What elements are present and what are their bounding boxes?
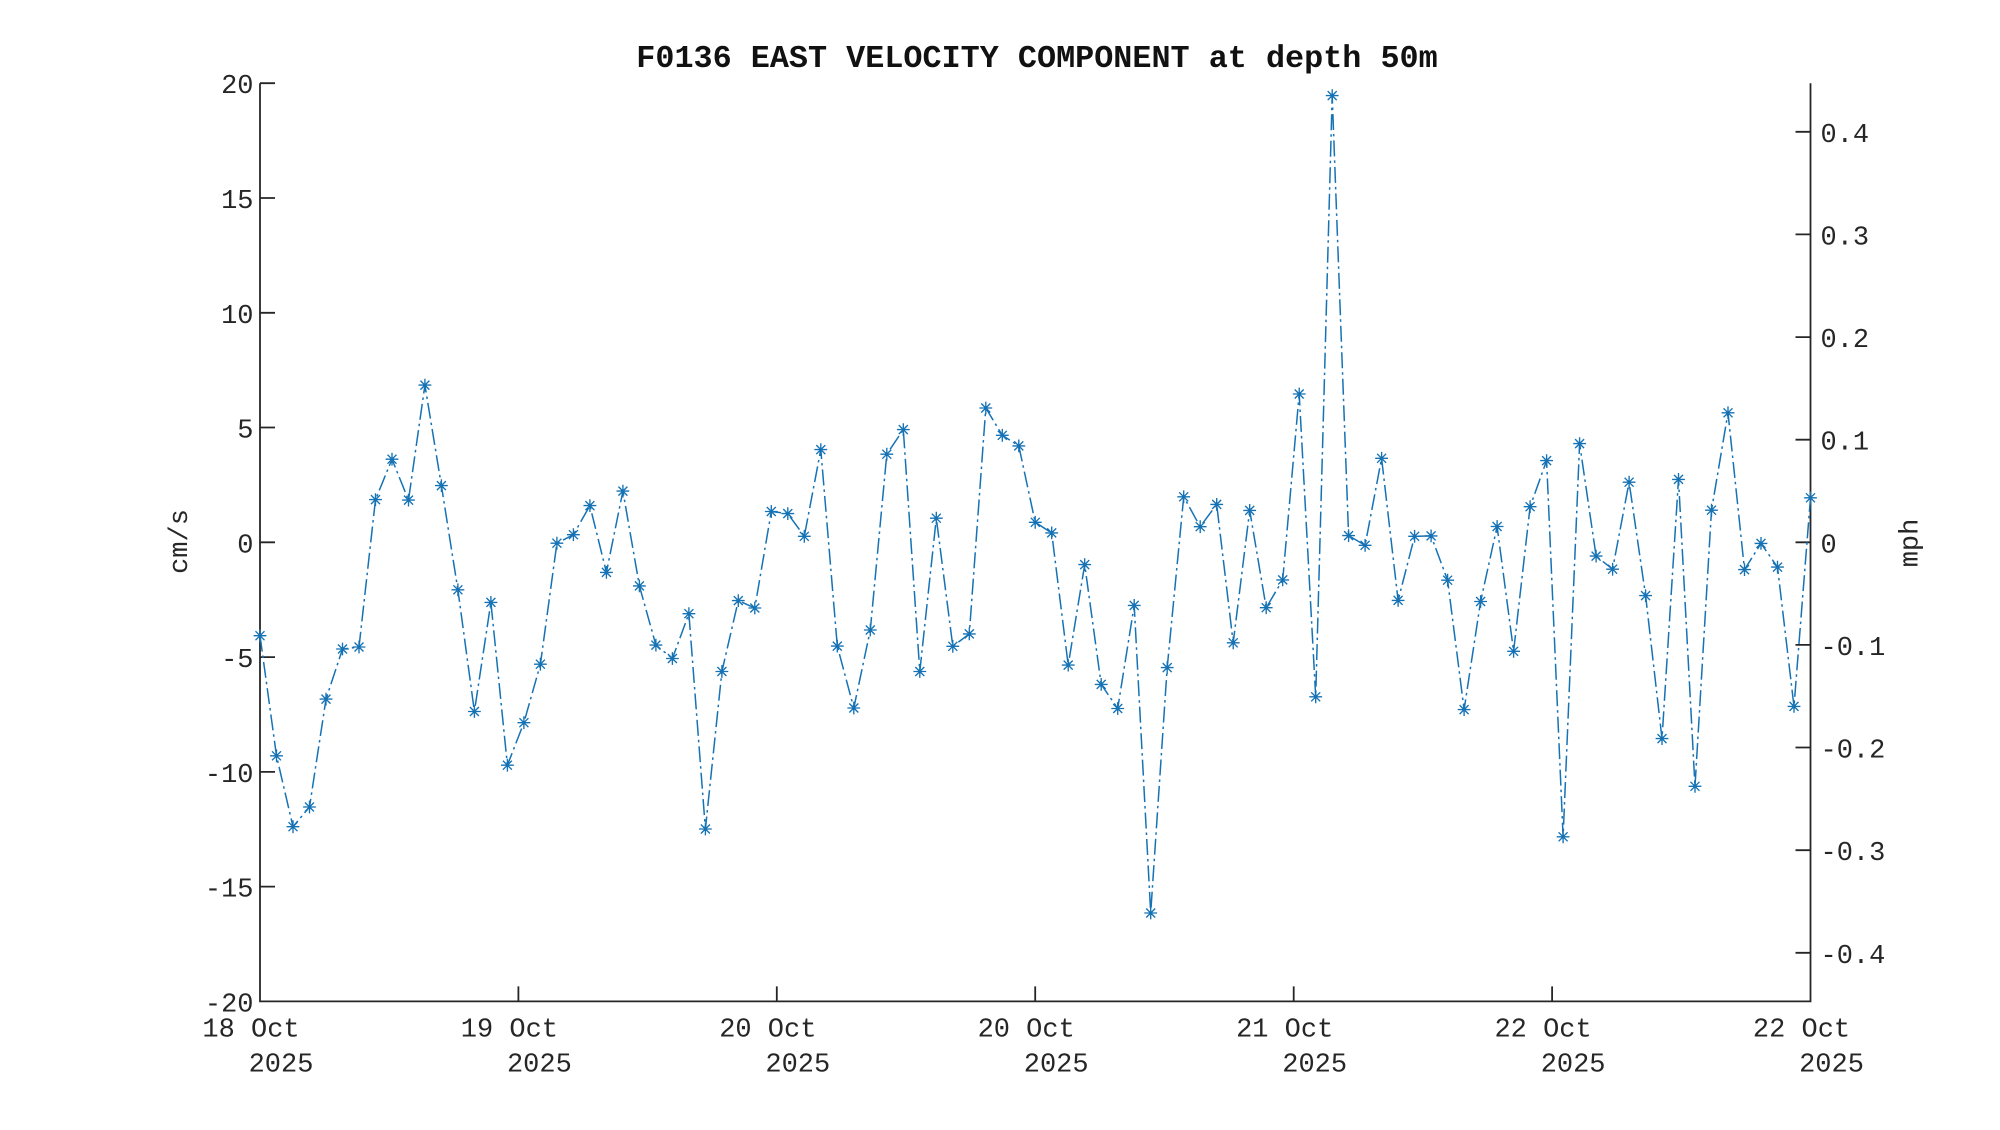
svg-text:0.3: 0.3 [1821,223,1870,253]
svg-text:10: 10 [221,302,253,332]
svg-text:20: 20 [221,72,253,102]
svg-text:-5: -5 [221,646,253,676]
svg-text:21 Oct: 21 Oct [1236,1016,1333,1046]
svg-text:2025: 2025 [249,1051,314,1081]
svg-text:-0.4: -0.4 [1821,942,1886,972]
svg-text:2025: 2025 [765,1051,830,1081]
svg-text:2025: 2025 [1024,1051,1089,1081]
svg-text:2025: 2025 [1282,1051,1347,1081]
svg-text:20 Oct: 20 Oct [719,1016,816,1046]
svg-text:0: 0 [237,531,253,561]
svg-text:cm/s: cm/s [166,509,196,574]
svg-text:0: 0 [1821,531,1837,561]
svg-text:-0.1: -0.1 [1821,634,1886,664]
svg-text:0.1: 0.1 [1821,429,1870,459]
svg-text:5: 5 [237,417,253,447]
svg-text:-10: -10 [205,761,254,791]
svg-text:0.4: 0.4 [1821,121,1870,151]
svg-text:2025: 2025 [507,1051,572,1081]
svg-text:2025: 2025 [1541,1051,1606,1081]
svg-text:-15: -15 [205,876,254,906]
svg-text:-0.3: -0.3 [1821,839,1886,869]
svg-text:0.2: 0.2 [1821,326,1870,356]
svg-text:20 Oct: 20 Oct [978,1016,1075,1046]
svg-text:22 Oct: 22 Oct [1494,1016,1591,1046]
svg-text:19 Oct: 19 Oct [461,1016,558,1046]
svg-text:22 Oct: 22 Oct [1753,1016,1850,1046]
svg-text:mph: mph [1897,519,1927,568]
svg-text:F0136 EAST VELOCITY COMPONENT: F0136 EAST VELOCITY COMPONENT at depth 5… [636,41,1437,77]
svg-text:-0.2: -0.2 [1821,737,1886,767]
svg-text:-20: -20 [205,990,254,1020]
svg-text:18 Oct: 18 Oct [202,1016,299,1046]
svg-text:2025: 2025 [1799,1051,1864,1081]
svg-text:15: 15 [221,187,253,217]
